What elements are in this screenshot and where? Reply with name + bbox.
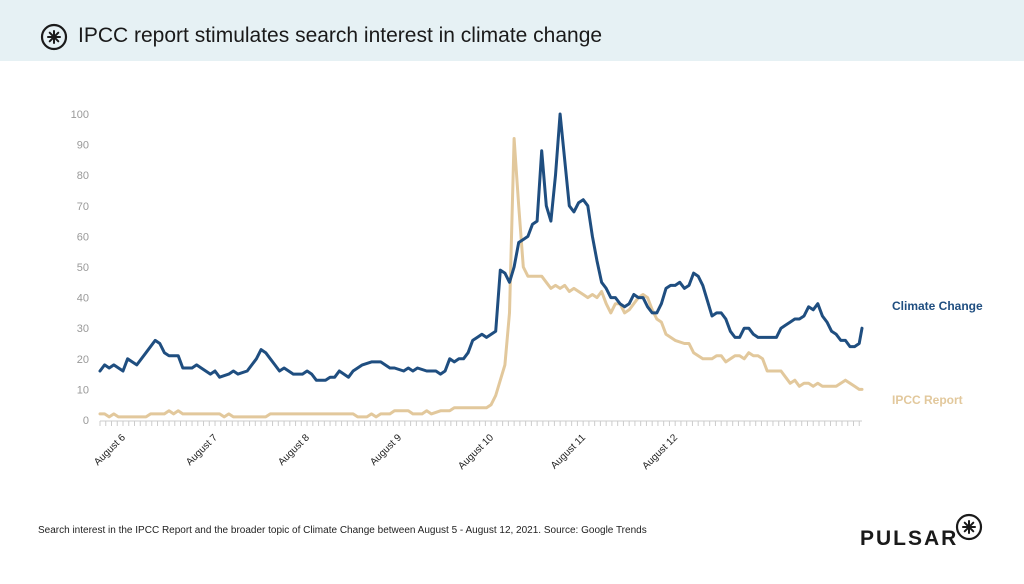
page-title: IPCC report stimulates search interest i…	[78, 24, 603, 47]
x-tick-label: August 6	[92, 432, 128, 468]
y-tick-label: 90	[77, 140, 89, 152]
y-tick-label: 10	[77, 384, 89, 396]
y-tick-label: 70	[77, 201, 89, 213]
series-line	[98, 112, 864, 382]
pulsar-logo-icon	[955, 513, 983, 541]
header-bar: IPCC report stimulates search interest i…	[0, 0, 1024, 61]
x-tick-label: August 12	[640, 432, 680, 472]
x-tick-label: August 9	[368, 432, 404, 468]
y-tick-label: 40	[77, 293, 89, 305]
x-tick-label: August 8	[276, 432, 312, 468]
y-tick-label: 50	[77, 262, 89, 274]
y-tick-label: 60	[77, 231, 89, 243]
x-tick-label: August 7	[184, 432, 220, 468]
brand-name: PULSAR	[860, 527, 959, 550]
x-tick-label: August 10	[456, 432, 496, 472]
series-label: IPCC Report	[892, 393, 963, 407]
series-label: Climate Change	[892, 299, 983, 313]
pulsar-logo-icon	[40, 23, 68, 51]
y-tick-label: 80	[77, 170, 89, 182]
chart-caption: Search interest in the IPCC Report and t…	[38, 525, 647, 536]
y-tick-label: 20	[77, 354, 89, 366]
y-tick-label: 30	[77, 323, 89, 335]
series-line	[98, 137, 864, 419]
y-tick-label: 100	[71, 109, 89, 121]
y-tick-label: 0	[83, 415, 89, 427]
x-tick-label: August 11	[549, 432, 588, 471]
